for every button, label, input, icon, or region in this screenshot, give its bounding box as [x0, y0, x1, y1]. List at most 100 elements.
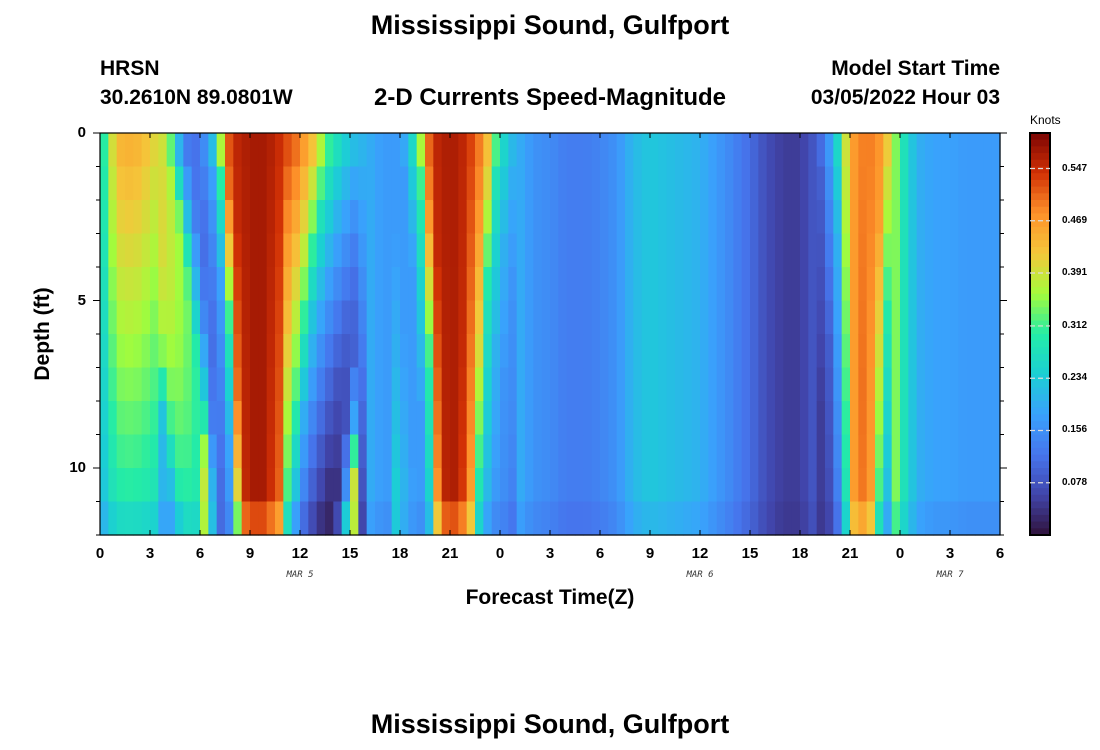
- heatmap-cell: [916, 367, 926, 402]
- heatmap-cell: [275, 468, 284, 503]
- heatmap-cell: [216, 401, 226, 436]
- heatmap-cell: [516, 300, 526, 335]
- heatmap-cell: [850, 367, 859, 402]
- heatmap-cell: [875, 468, 884, 503]
- heatmap-cell: [958, 233, 968, 268]
- heatmap-cell: [291, 300, 301, 335]
- heatmap-cell: [141, 501, 151, 536]
- heatmap-cell: [900, 401, 909, 436]
- heatmap-cell: [341, 300, 351, 335]
- heatmap-cell: [766, 300, 776, 335]
- heatmap-cell: [450, 468, 459, 503]
- heatmap-cell: [166, 200, 176, 235]
- heatmap-cell: [916, 200, 926, 235]
- heatmap-cell: [258, 300, 268, 335]
- heatmap-cell: [841, 468, 851, 503]
- heatmap-cell: [333, 267, 343, 302]
- heatmap-cell: [625, 401, 634, 436]
- heatmap-cell: [666, 501, 676, 536]
- heatmap-cell: [808, 300, 818, 335]
- heatmap-cell: [266, 200, 276, 235]
- heatmap-cell: [241, 133, 251, 168]
- heatmap-cell: [383, 200, 393, 235]
- heatmap-cell: [750, 200, 759, 235]
- heatmap-cell: [933, 300, 943, 335]
- colorbar-segment: [1030, 280, 1050, 288]
- heatmap-cell: [116, 233, 126, 268]
- heatmap-cell: [875, 367, 884, 402]
- x-tick-label: 0: [895, 545, 905, 562]
- heatmap-cell: [241, 334, 251, 369]
- heatmap-cell: [950, 468, 959, 503]
- colorbar-segment: [1030, 200, 1050, 208]
- heatmap-cell: [666, 233, 676, 268]
- heatmap-cell: [408, 468, 418, 503]
- heatmap-cell: [100, 334, 109, 369]
- heatmap-cell: [166, 334, 176, 369]
- x-tick-label: 15: [741, 545, 759, 562]
- heatmap-cell: [883, 133, 893, 168]
- heatmap-cell: [566, 468, 576, 503]
- heatmap-cell: [458, 501, 468, 536]
- chart-subtitle: 2-D Currents Speed-Magnitude: [373, 84, 727, 111]
- heatmap-cell: [925, 133, 934, 168]
- heatmap-cell: [708, 267, 718, 302]
- heatmap-cell: [483, 401, 493, 436]
- heatmap-cell: [358, 166, 368, 201]
- heatmap-cell: [700, 267, 709, 302]
- heatmap-cell: [433, 166, 443, 201]
- heatmap-cell: [975, 501, 984, 536]
- heatmap-cell: [941, 267, 951, 302]
- heatmap-cell: [658, 367, 668, 402]
- heatmap-cell: [633, 267, 643, 302]
- heatmap-cell: [941, 300, 951, 335]
- heatmap-cell: [466, 233, 476, 268]
- heatmap-cell: [141, 334, 151, 369]
- heatmap-cell: [850, 468, 859, 503]
- heatmap-cell: [425, 300, 434, 335]
- heatmap-cell: [125, 300, 134, 335]
- heatmap-cell: [850, 133, 859, 168]
- heatmap-cell: [683, 133, 693, 168]
- heatmap-cell: [433, 334, 443, 369]
- heatmap-cell: [350, 133, 359, 168]
- heatmap-cell: [508, 434, 518, 469]
- heatmap-cell: [483, 468, 493, 503]
- heatmap-cell: [225, 166, 234, 201]
- heatmap-cell: [250, 166, 259, 201]
- heatmap-cell: [333, 200, 343, 235]
- heatmap-cell: [783, 401, 793, 436]
- heatmap-cell: [358, 300, 368, 335]
- heatmap-cell: [141, 401, 151, 436]
- heatmap-cell: [391, 468, 401, 503]
- heatmap-cell: [808, 501, 818, 536]
- heatmap-cell: [758, 166, 768, 201]
- footer-title: Mississippi Sound, Gulfport: [370, 709, 730, 739]
- heatmap-cell: [900, 334, 909, 369]
- colorbar-segment: [1030, 153, 1050, 161]
- heatmap-cell: [191, 367, 201, 402]
- heatmap-cell: [258, 401, 268, 436]
- heatmap-cell: [216, 434, 226, 469]
- heatmap-cell: [983, 501, 993, 536]
- heatmap-cell: [466, 501, 476, 536]
- heatmap-cell: [833, 401, 843, 436]
- heatmap-cell: [675, 401, 684, 436]
- heatmap-cell: [941, 401, 951, 436]
- heatmap-cell: [700, 434, 709, 469]
- heatmap-cell: [283, 468, 293, 503]
- heatmap-cell: [133, 300, 143, 335]
- heatmap-cell: [941, 233, 951, 268]
- heatmap-cell: [683, 434, 693, 469]
- heatmap-cell: [258, 501, 268, 536]
- heatmap-cell: [791, 300, 801, 335]
- heatmap-cell: [550, 300, 559, 335]
- heatmap-cell: [641, 133, 651, 168]
- heatmap-cell: [325, 401, 334, 436]
- heatmap-cell: [600, 267, 609, 302]
- heatmap-cell: [908, 300, 918, 335]
- heatmap-cell: [441, 200, 451, 235]
- heatmap-cell: [208, 468, 218, 503]
- heatmap-cell: [483, 200, 493, 235]
- heatmap-cell: [183, 166, 193, 201]
